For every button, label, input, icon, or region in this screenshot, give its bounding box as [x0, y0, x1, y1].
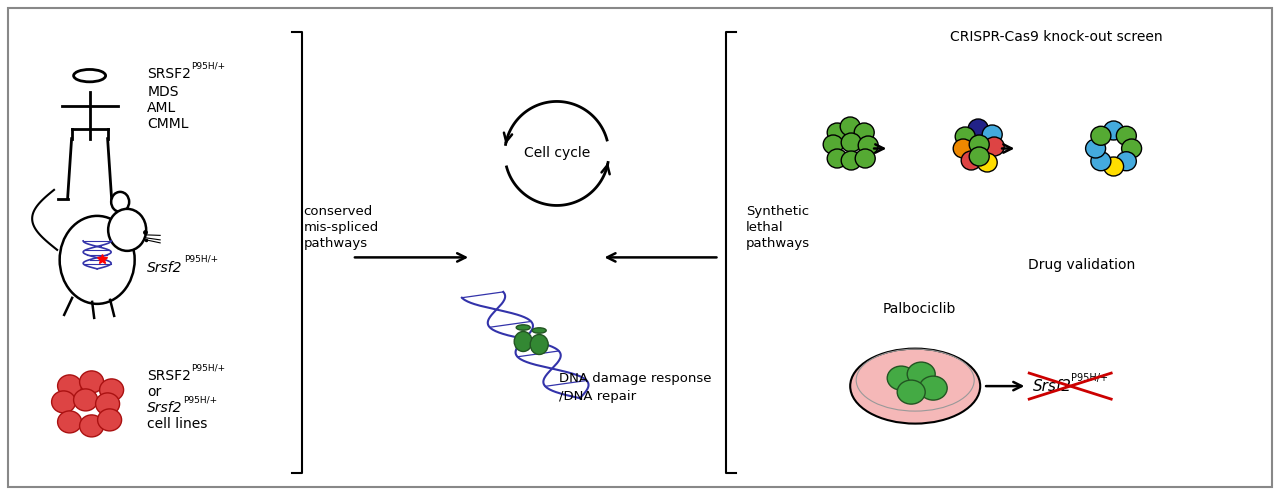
Text: cell lines: cell lines — [147, 417, 207, 431]
Circle shape — [532, 328, 547, 333]
Ellipse shape — [969, 147, 989, 166]
Ellipse shape — [823, 135, 844, 154]
Ellipse shape — [908, 362, 936, 386]
Text: Srsf2: Srsf2 — [147, 261, 183, 275]
Text: P95H/+: P95H/+ — [191, 363, 225, 372]
Text: /DNA repair: /DNA repair — [559, 390, 636, 403]
Ellipse shape — [1091, 152, 1111, 171]
Ellipse shape — [97, 409, 122, 431]
Ellipse shape — [100, 379, 124, 401]
Ellipse shape — [887, 366, 915, 390]
Ellipse shape — [1103, 121, 1124, 140]
Ellipse shape — [854, 123, 874, 142]
Ellipse shape — [982, 125, 1002, 144]
Ellipse shape — [79, 415, 104, 437]
Text: AML: AML — [147, 100, 177, 115]
Ellipse shape — [58, 375, 82, 397]
Ellipse shape — [850, 348, 980, 424]
Ellipse shape — [919, 376, 947, 400]
Text: pathways: pathways — [746, 237, 810, 250]
Ellipse shape — [969, 135, 989, 154]
Ellipse shape — [96, 393, 119, 415]
Text: SRSF2: SRSF2 — [147, 369, 191, 383]
Ellipse shape — [977, 153, 997, 172]
Ellipse shape — [58, 411, 82, 433]
Ellipse shape — [1121, 139, 1142, 158]
Ellipse shape — [968, 119, 988, 138]
Ellipse shape — [858, 136, 878, 155]
Text: DNA damage response: DNA damage response — [559, 372, 712, 385]
Circle shape — [516, 325, 530, 330]
Ellipse shape — [955, 127, 975, 146]
Text: Palbociclib: Palbociclib — [882, 302, 956, 316]
Text: lethal: lethal — [746, 221, 783, 234]
Ellipse shape — [108, 209, 146, 251]
Ellipse shape — [1091, 126, 1111, 145]
Ellipse shape — [954, 139, 973, 158]
Text: Srsf2: Srsf2 — [1033, 379, 1073, 394]
Ellipse shape — [1085, 139, 1106, 158]
Ellipse shape — [961, 151, 982, 170]
Text: P95H/+: P95H/+ — [1071, 373, 1108, 383]
Ellipse shape — [984, 137, 1005, 156]
Text: P95H/+: P95H/+ — [184, 254, 219, 263]
Ellipse shape — [827, 149, 847, 168]
Ellipse shape — [79, 371, 104, 393]
Text: CRISPR-Cas9 knock-out screen: CRISPR-Cas9 knock-out screen — [950, 30, 1162, 44]
Ellipse shape — [840, 117, 860, 136]
Text: or: or — [147, 385, 161, 399]
Ellipse shape — [1103, 157, 1124, 176]
Ellipse shape — [827, 123, 847, 142]
Ellipse shape — [841, 133, 861, 152]
Ellipse shape — [111, 192, 129, 212]
Text: CMML: CMML — [147, 117, 188, 131]
FancyBboxPatch shape — [8, 8, 1272, 487]
Text: pathways: pathways — [303, 237, 367, 250]
Ellipse shape — [51, 391, 76, 413]
Text: P95H/+: P95H/+ — [183, 396, 218, 404]
Ellipse shape — [74, 389, 97, 411]
Text: P95H/+: P95H/+ — [191, 61, 225, 70]
Text: Cell cycle: Cell cycle — [524, 147, 590, 160]
Text: Synthetic: Synthetic — [746, 205, 809, 218]
Ellipse shape — [1116, 126, 1137, 145]
Text: mis-spliced: mis-spliced — [303, 221, 379, 234]
Text: MDS: MDS — [147, 85, 179, 99]
Ellipse shape — [1116, 152, 1137, 171]
Ellipse shape — [855, 149, 876, 168]
Ellipse shape — [841, 151, 861, 170]
Text: conserved: conserved — [303, 205, 372, 218]
Ellipse shape — [515, 332, 532, 351]
Ellipse shape — [60, 216, 134, 304]
Text: Srsf2: Srsf2 — [147, 401, 183, 415]
Ellipse shape — [897, 380, 925, 404]
Ellipse shape — [530, 335, 548, 354]
Text: Drug validation: Drug validation — [1028, 258, 1135, 272]
Text: SRSF2: SRSF2 — [147, 67, 191, 81]
